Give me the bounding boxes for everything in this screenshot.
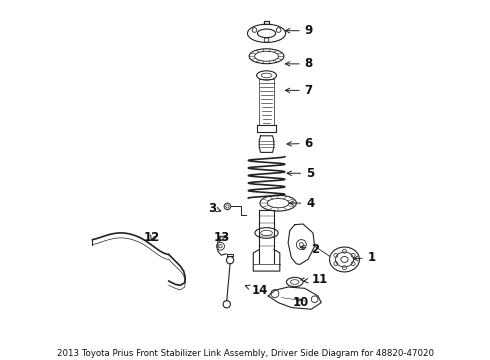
Text: 12: 12 — [144, 231, 160, 244]
Text: 4: 4 — [289, 197, 315, 210]
Text: 13: 13 — [214, 231, 230, 244]
Text: 11: 11 — [303, 273, 328, 286]
Text: 2013 Toyota Prius Front Stabilizer Link Assembly, Driver Side Diagram for 48820-: 2013 Toyota Prius Front Stabilizer Link … — [56, 349, 434, 358]
Text: 6: 6 — [287, 137, 313, 150]
Text: 5: 5 — [287, 167, 315, 180]
Text: 9: 9 — [285, 24, 313, 37]
Text: 2: 2 — [300, 243, 319, 256]
Text: 7: 7 — [285, 84, 313, 97]
Text: 10: 10 — [293, 296, 309, 309]
Text: 14: 14 — [245, 284, 268, 297]
Text: 3: 3 — [209, 202, 221, 215]
Text: 1: 1 — [353, 251, 376, 264]
Text: 8: 8 — [285, 57, 313, 70]
